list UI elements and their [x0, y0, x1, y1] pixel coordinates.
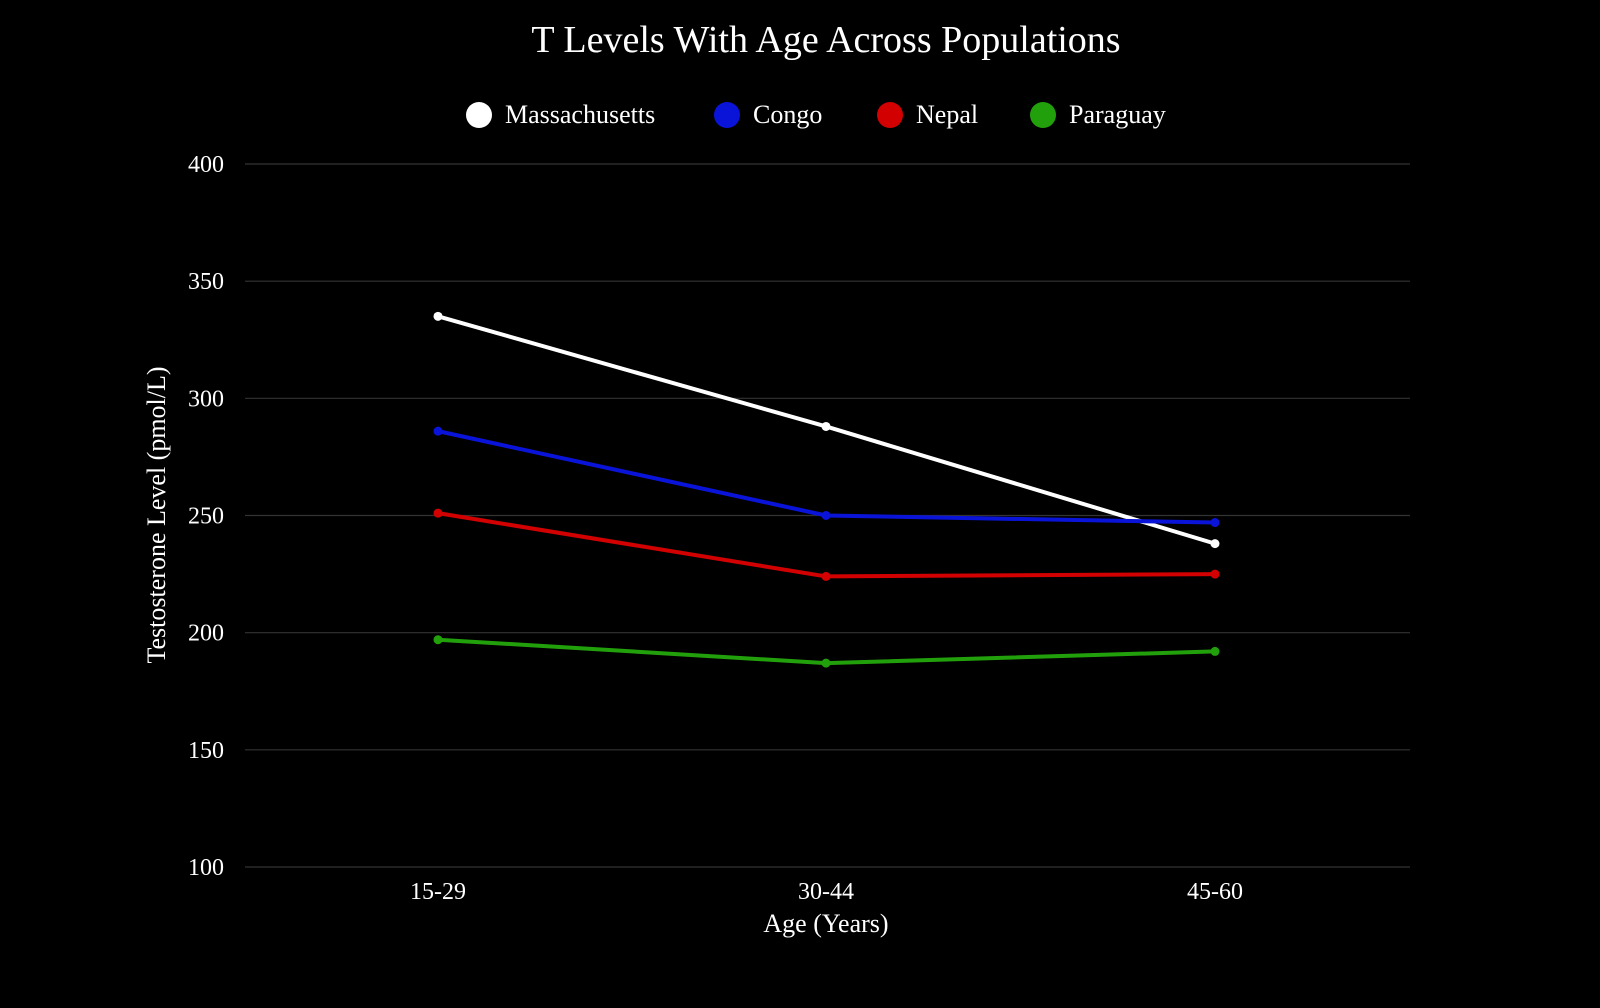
- chart-title: T Levels With Age Across Populations: [531, 19, 1120, 61]
- y-tick-label-300: 300: [188, 386, 224, 412]
- data-point-nepal-30-44: [821, 571, 831, 581]
- legend: Massachusetts Congo Nepal Paraguay: [466, 100, 1166, 129]
- legend-label-congo: Congo: [753, 100, 822, 129]
- x-tick-label-30-44: 30-44: [798, 879, 854, 905]
- x-tick-label-15-29: 15-29: [410, 879, 466, 905]
- y-tick-label-200: 200: [188, 621, 224, 647]
- legend-swatch-congo: [714, 102, 740, 128]
- legend-item-nepal: Nepal: [877, 100, 978, 129]
- data-point-congo-45-60: [1210, 518, 1220, 528]
- x-axis-ticks: 15-29 30-44 45-60: [410, 879, 1243, 905]
- data-point-paraguay-15-29: [433, 635, 443, 645]
- y-tick-label-150: 150: [188, 738, 224, 764]
- data-point-nepal-15-29: [433, 508, 443, 518]
- x-axis-label: Age (Years): [763, 909, 888, 938]
- data-point-massachusetts-30-44: [821, 421, 831, 431]
- data-point-congo-15-29: [433, 426, 443, 436]
- y-tick-label-350: 350: [188, 269, 224, 295]
- legend-label-nepal: Nepal: [916, 100, 978, 129]
- series-massachusetts: [433, 311, 1220, 549]
- series-congo: [433, 426, 1220, 528]
- legend-label-paraguay: Paraguay: [1069, 100, 1166, 129]
- x-tick-label-45-60: 45-60: [1187, 879, 1243, 905]
- y-tick-label-100: 100: [188, 855, 224, 881]
- y-axis-ticks: 100 150 200 250 300 350 400: [188, 152, 224, 881]
- legend-item-congo: Congo: [714, 100, 822, 129]
- data-point-massachusetts-15-29: [433, 311, 443, 321]
- legend-item-massachusetts: Massachusetts: [466, 100, 655, 129]
- legend-item-paraguay: Paraguay: [1030, 100, 1166, 129]
- y-tick-label-250: 250: [188, 504, 224, 530]
- legend-swatch-massachusetts: [466, 102, 492, 128]
- data-point-paraguay-30-44: [821, 658, 831, 668]
- y-tick-label-400: 400: [188, 152, 224, 178]
- data-point-paraguay-45-60: [1210, 646, 1220, 656]
- data-point-massachusetts-45-60: [1210, 539, 1220, 549]
- series-line-nepal: [436, 511, 1217, 579]
- series-paraguay: [433, 635, 1220, 668]
- legend-swatch-nepal: [877, 102, 903, 128]
- legend-swatch-paraguay: [1030, 102, 1056, 128]
- y-axis-label: Testosterone Level (pmol/L): [142, 366, 171, 663]
- data-point-congo-30-44: [821, 511, 831, 520]
- series-group: [433, 311, 1220, 668]
- series-nepal: [433, 508, 1220, 581]
- legend-label-massachusetts: Massachusetts: [505, 100, 655, 129]
- data-point-nepal-45-60: [1210, 569, 1220, 579]
